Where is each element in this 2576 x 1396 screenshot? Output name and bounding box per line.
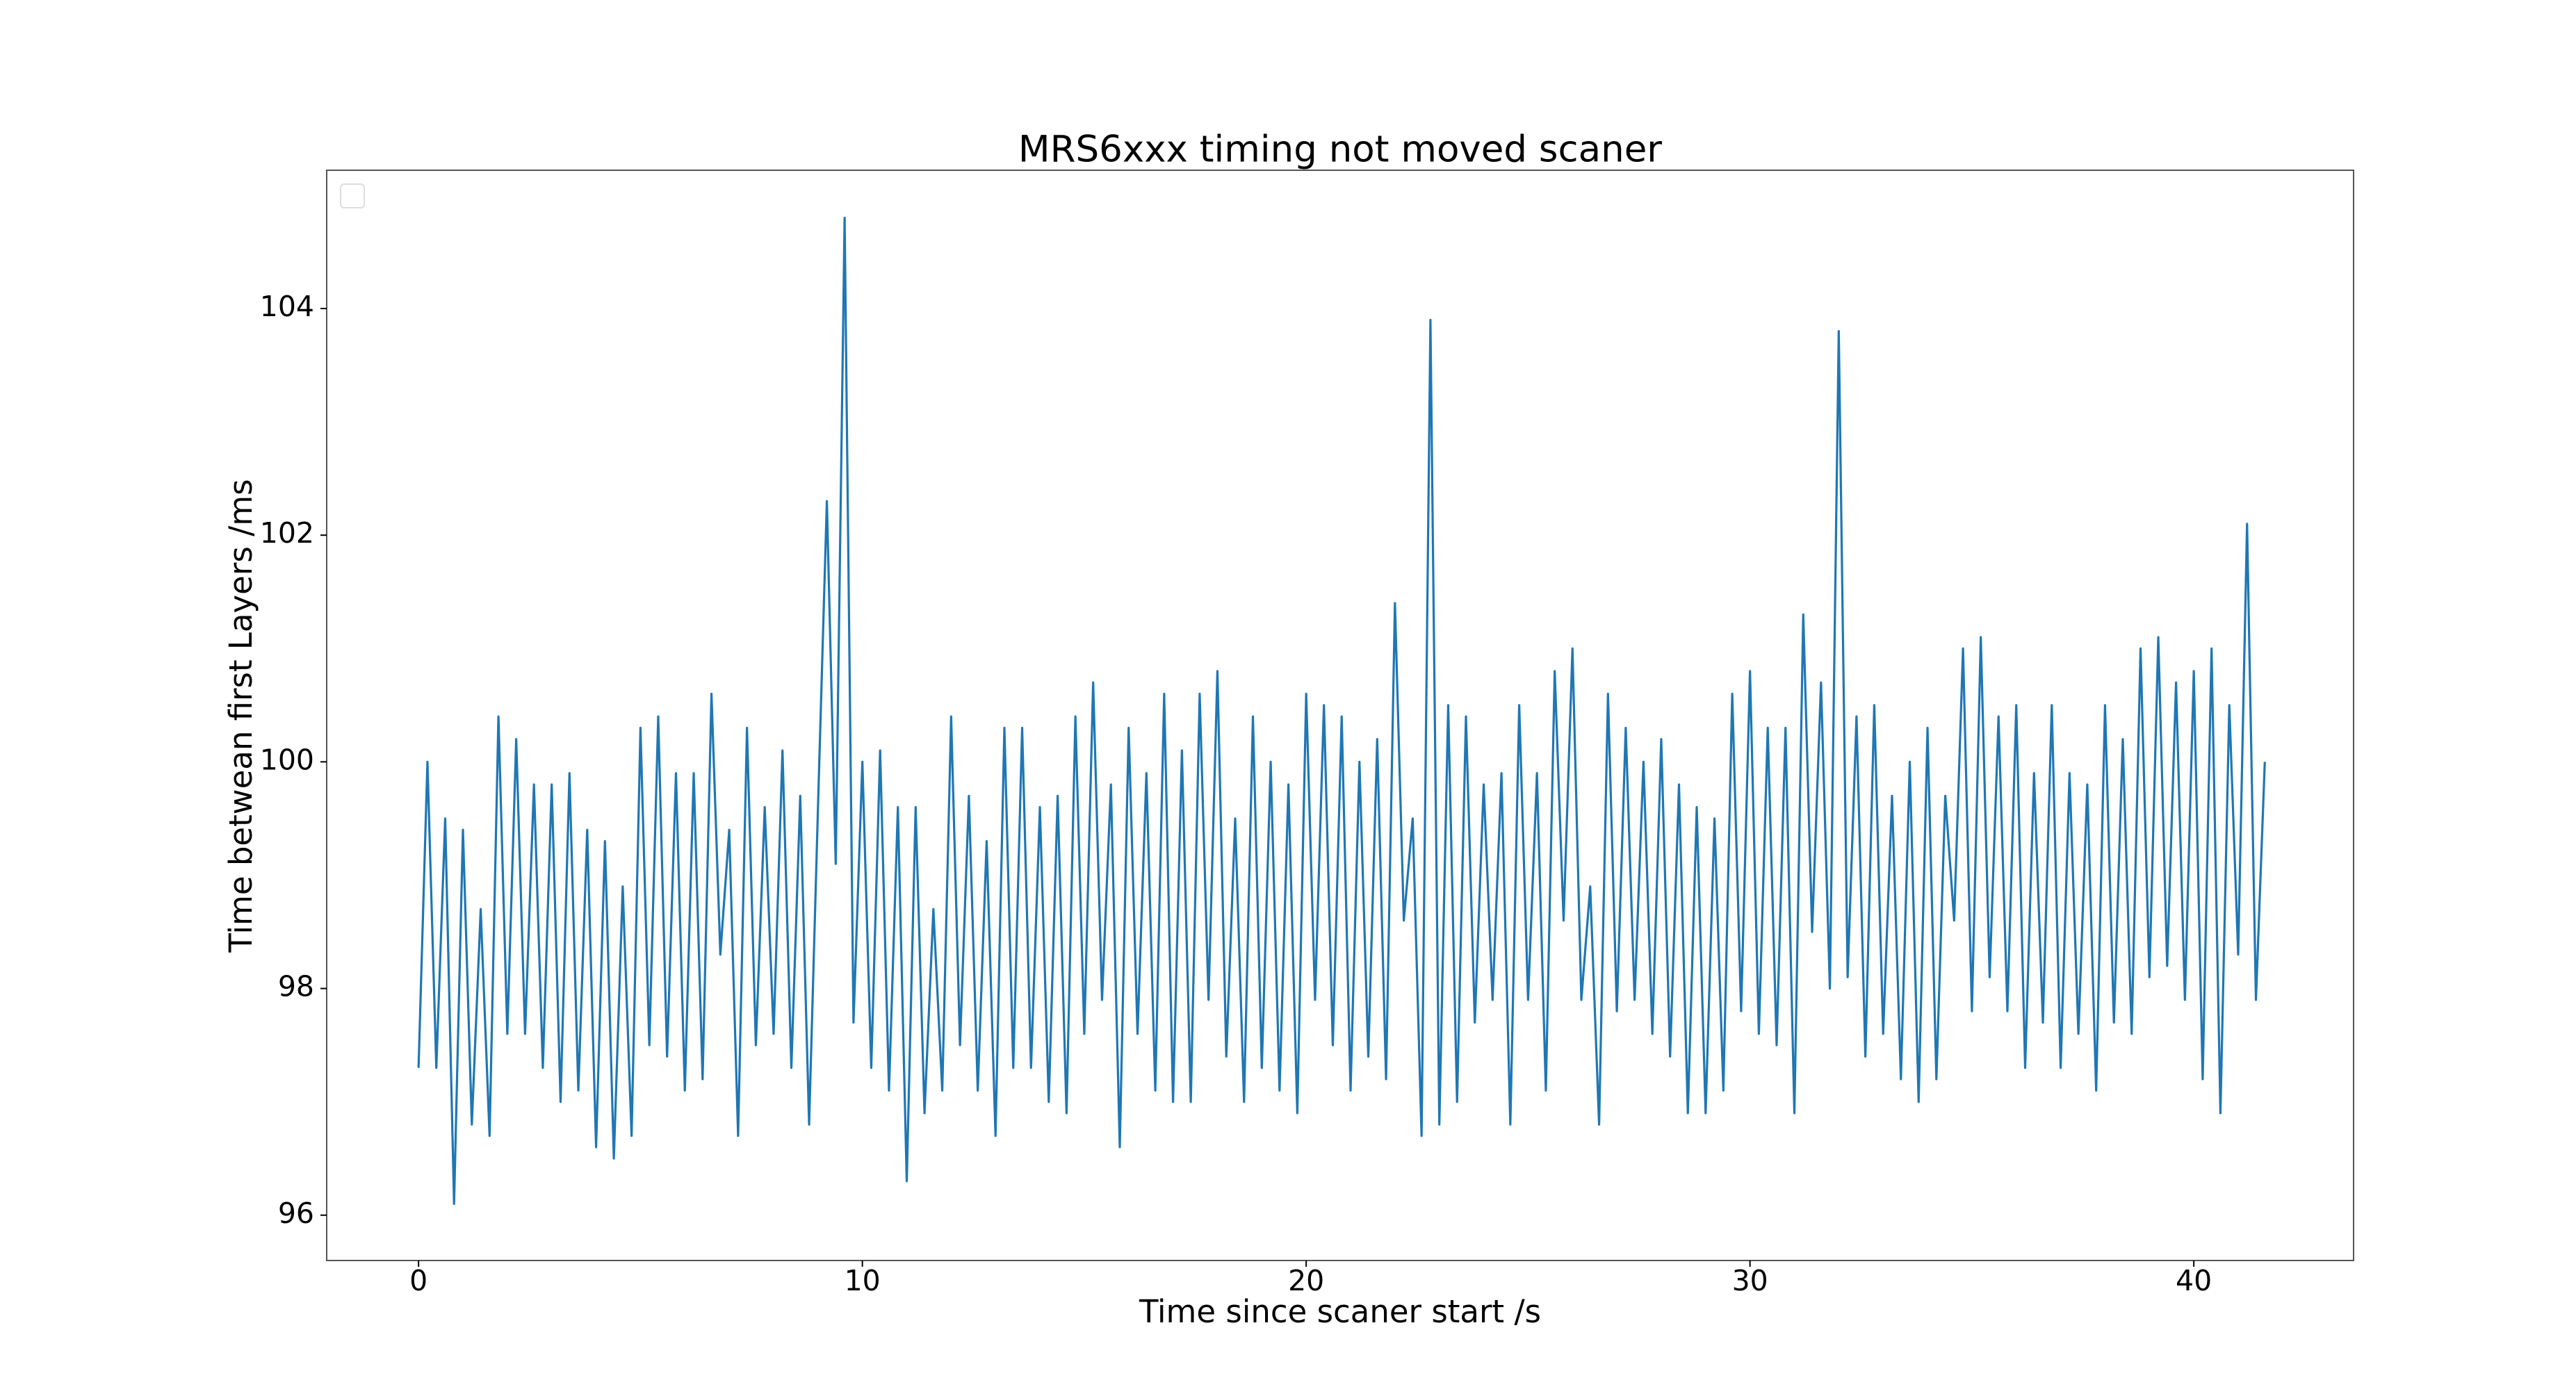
y-tick-label: 96 [278,1197,314,1230]
chart-title: MRS6xxx timing not moved scaner [1018,129,1662,171]
x-tick-label: 10 [845,1264,881,1297]
x-tick-label: 0 [409,1264,427,1297]
y-tick-label: 102 [260,516,314,550]
y-tick-label: 100 [260,743,314,776]
y-tick-label: 104 [260,290,314,323]
y-tick-label: 98 [278,970,314,1003]
x-axis-label: Time since scaner start /s [1139,1293,1541,1330]
data-line [417,216,2266,1206]
legend-box [340,183,365,208]
x-tick-label: 20 [1288,1264,1324,1297]
x-tick-label: 40 [2176,1264,2212,1297]
plot-frame [326,170,2354,1261]
x-tick-label: 30 [1732,1264,1768,1297]
y-axis-label: Time betwean first Layers /ms [222,479,259,953]
